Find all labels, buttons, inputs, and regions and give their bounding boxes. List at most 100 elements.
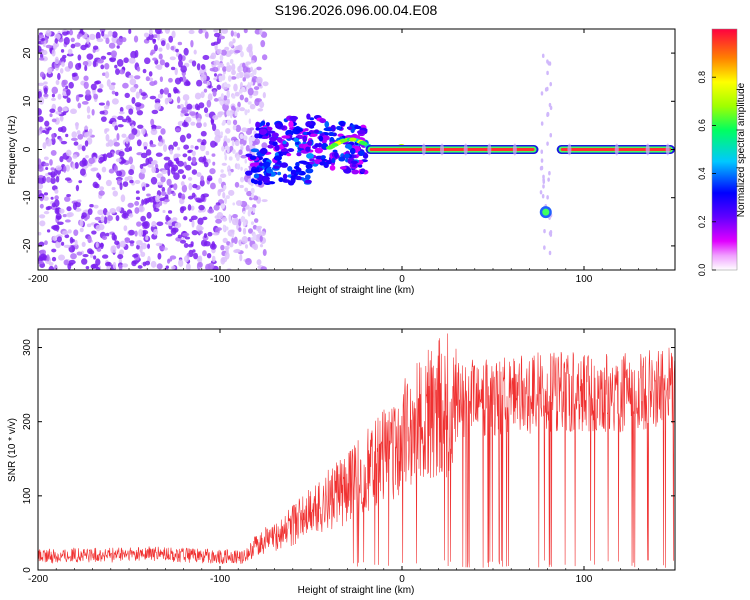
snr-marks	[38, 333, 675, 568]
noise-mark	[137, 205, 145, 213]
noise-mark	[63, 36, 70, 45]
noise-mark	[50, 177, 56, 184]
noise-mark	[114, 125, 119, 131]
noise-mark	[257, 108, 264, 112]
noise-mark	[117, 124, 124, 128]
noise-mark	[199, 143, 206, 152]
noise-mark	[51, 97, 57, 101]
noise-mark	[145, 157, 150, 166]
noise-mark	[94, 183, 100, 189]
noise-mark	[138, 172, 145, 180]
gap-noise-mark	[547, 177, 550, 182]
noise-mark	[200, 175, 204, 182]
noise-mark	[234, 139, 240, 147]
noise-mark	[234, 181, 240, 188]
noise-mark	[134, 207, 140, 214]
noise-mark	[262, 81, 269, 87]
sparse-noise-mark	[226, 166, 230, 170]
transition-mark	[338, 120, 346, 127]
noise-mark	[200, 91, 205, 99]
noise-mark	[173, 86, 178, 93]
noise-mark	[104, 128, 108, 134]
transition-mark	[334, 151, 339, 159]
y-tick-label: 300	[22, 339, 33, 356]
sparse-noise-mark	[224, 197, 228, 205]
noise-mark	[240, 154, 247, 159]
y-tick-label: 200	[22, 413, 33, 430]
noise-mark	[231, 63, 236, 71]
noise-mark	[192, 104, 196, 110]
noise-mark	[161, 186, 166, 193]
noise-mark	[49, 108, 56, 114]
noise-mark	[244, 244, 248, 249]
noise-mark	[237, 101, 241, 108]
noise-mark	[121, 37, 127, 43]
noise-mark	[43, 81, 48, 85]
noise-mark	[70, 137, 78, 141]
noise-mark	[43, 192, 49, 196]
gap-noise-mark	[540, 158, 544, 163]
noise-mark	[259, 243, 264, 248]
x-tick-label: 100	[576, 274, 593, 285]
noise-mark	[157, 141, 164, 147]
transition-mark	[357, 164, 363, 168]
sparse-noise-mark	[250, 237, 255, 241]
sparse-noise-mark	[226, 138, 231, 143]
noise-mark	[198, 255, 203, 264]
noise-mark	[198, 29, 203, 34]
noise-mark	[178, 53, 183, 62]
sparse-noise-mark	[252, 207, 256, 214]
y-tick-label: 20	[22, 47, 33, 59]
transition-mark	[296, 152, 302, 157]
gap-noise-mark	[546, 59, 549, 64]
transition-mark	[289, 115, 298, 121]
noise-mark	[38, 176, 45, 185]
noise-mark	[92, 45, 99, 50]
noise-mark	[100, 64, 105, 70]
noise-mark	[196, 172, 202, 177]
sparse-noise-mark	[218, 75, 223, 80]
noise-mark	[134, 179, 141, 184]
noise-mark	[86, 131, 93, 137]
noise-mark	[43, 93, 49, 98]
noise-mark	[213, 32, 221, 38]
transition-mark	[331, 157, 336, 164]
noise-mark	[163, 156, 171, 161]
noise-mark	[54, 56, 60, 65]
sparse-noise-mark	[229, 58, 234, 65]
noise-mark	[60, 140, 68, 145]
noise-mark	[142, 221, 150, 229]
noise-mark	[114, 64, 118, 69]
noise-mark	[101, 254, 109, 259]
noise-mark	[144, 57, 151, 65]
noise-mark	[83, 75, 89, 81]
transition-mark-low	[278, 177, 284, 183]
noise-mark	[44, 240, 48, 246]
noise-mark	[51, 248, 57, 253]
noise-mark	[128, 169, 135, 176]
noise-mark	[196, 138, 202, 143]
sparse-noise-mark	[250, 221, 255, 225]
sparse-noise-mark	[248, 118, 252, 125]
noise-mark	[153, 207, 160, 212]
noise-mark	[94, 216, 102, 221]
noise-mark	[131, 97, 136, 104]
noise-mark	[245, 258, 252, 266]
noise-mark	[247, 237, 252, 242]
noise-mark	[91, 230, 97, 235]
noise-mark	[122, 82, 129, 89]
noise-mark	[150, 176, 158, 185]
gap-noise-mark	[548, 250, 552, 256]
noise-mark	[67, 262, 72, 270]
noise-mark	[163, 198, 170, 203]
transition-mark	[271, 132, 279, 138]
noise-mark	[191, 156, 197, 163]
noise-mark	[134, 75, 141, 80]
noise-mark	[167, 92, 172, 99]
noise-mark	[142, 141, 148, 148]
noise-mark	[213, 29, 218, 33]
transition-mark	[324, 121, 330, 128]
transition-mark	[354, 125, 362, 130]
noise-mark	[99, 83, 104, 89]
noise-mark	[121, 133, 127, 138]
